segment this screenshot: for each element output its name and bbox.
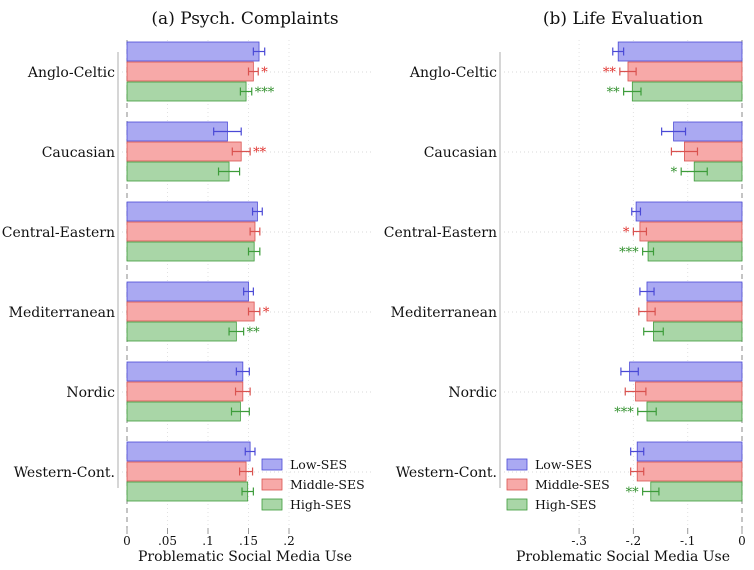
legend-label-middle-ses: Middle-SES	[290, 477, 365, 492]
bar-middle-ses-anglo-celtic	[126, 61, 254, 82]
significance-stars: *	[623, 226, 630, 241]
category-label-nordic: Nordic	[66, 385, 115, 401]
bar-low-ses-nordic	[126, 361, 244, 382]
bar-middle-ses-central-eastern	[126, 221, 256, 242]
bar-middle-ses-caucasian	[126, 141, 242, 162]
category-label-anglo-celtic: Anglo-Celtic	[27, 65, 115, 81]
bar-high-ses-caucasian	[126, 161, 230, 182]
significance-stars: **	[607, 86, 621, 101]
bar-high-ses-western-cont	[126, 481, 249, 502]
bar-middle-ses-nordic	[126, 381, 244, 402]
category-label-central-eastern: Central-Eastern	[2, 225, 115, 241]
bar-high-ses-anglo-celtic	[126, 81, 247, 102]
legend-label-low-ses: Low-SES	[290, 457, 347, 472]
legend-label-low-ses: Low-SES	[535, 457, 592, 472]
category-label-western-cont: Western-Cont.	[14, 465, 115, 481]
bar-middle-ses-western-cont	[636, 461, 743, 482]
legend-label-high-ses: High-SES	[535, 497, 596, 512]
bar-high-ses-nordic	[646, 401, 743, 422]
bar-middle-ses-central-eastern	[639, 221, 743, 242]
legend-swatch-middle-ses	[261, 478, 283, 491]
significance-stars: *	[263, 306, 270, 321]
x-tick-label: -.2	[626, 534, 642, 548]
bar-middle-ses-mediterranean	[126, 301, 255, 322]
significance-stars: **	[626, 486, 640, 501]
category-label-caucasian: Caucasian	[42, 145, 115, 161]
bar-low-ses-western-cont	[126, 441, 251, 462]
significance-stars: ***	[255, 86, 275, 101]
legend-swatch-middle-ses	[506, 478, 528, 491]
bar-high-ses-central-eastern	[126, 241, 255, 262]
bar-high-ses-central-eastern	[647, 241, 743, 262]
category-label-caucasian: Caucasian	[424, 145, 497, 161]
legend-label-high-ses: High-SES	[290, 497, 351, 512]
x-tick-label: 0	[123, 534, 131, 548]
significance-stars: *	[261, 66, 268, 81]
x-tick-label: .05	[158, 534, 177, 548]
significance-stars: **	[603, 66, 617, 81]
x-tick-label: 0	[738, 534, 746, 548]
legend-label-middle-ses: Middle-SES	[535, 477, 610, 492]
x-tick-label: .2	[283, 534, 294, 548]
category-label-anglo-celtic: Anglo-Celtic	[409, 65, 497, 81]
category-label-western-cont: Western-Cont.	[396, 465, 497, 481]
bar-low-ses-anglo-celtic	[126, 41, 260, 62]
bar-high-ses-mediterranean	[653, 321, 743, 342]
legend-swatch-high-ses	[261, 498, 283, 511]
panel-b-title: (b) Life Evaluation	[543, 9, 703, 29]
significance-stars: *	[671, 166, 678, 181]
legend-swatch-low-ses	[506, 458, 528, 471]
legend-swatch-low-ses	[261, 458, 283, 471]
panel-a-xlabel: Problematic Social Media Use	[138, 549, 352, 565]
bar-low-ses-central-eastern	[126, 201, 258, 222]
bar-low-ses-caucasian	[126, 121, 228, 142]
legend-swatch-high-ses	[506, 498, 528, 511]
bar-low-ses-anglo-celtic	[617, 41, 743, 62]
panel-a-title: (a) Psych. Complaints	[151, 9, 338, 29]
bar-high-ses-western-cont	[650, 481, 743, 502]
bar-low-ses-mediterranean	[126, 281, 249, 302]
significance-stars: **	[253, 146, 267, 161]
bar-high-ses-anglo-celtic	[631, 81, 743, 102]
panel-b-xlabel: Problematic Social Media Use	[516, 549, 730, 565]
x-tick-label: .15	[239, 534, 258, 548]
bar-low-ses-western-cont	[636, 441, 743, 462]
bar-low-ses-mediterranean	[646, 281, 743, 302]
category-label-central-eastern: Central-Eastern	[384, 225, 497, 241]
category-label-nordic: Nordic	[448, 385, 497, 401]
x-tick-label: .1	[202, 534, 213, 548]
bar-middle-ses-western-cont	[126, 461, 247, 482]
category-label-mediterranean: Mediterranean	[9, 305, 115, 321]
bar-low-ses-central-eastern	[635, 201, 743, 222]
bar-high-ses-mediterranean	[126, 321, 237, 342]
x-tick-label: -.1	[680, 534, 696, 548]
bar-middle-ses-mediterranean	[646, 301, 743, 322]
bar-low-ses-nordic	[629, 361, 743, 382]
panel-psych-complaints: (a) Psych. Complaints Problematic Social…	[2, 9, 372, 565]
category-label-mediterranean: Mediterranean	[391, 305, 497, 321]
significance-stars: ***	[614, 406, 634, 421]
x-tick-label: -.3	[571, 534, 587, 548]
bar-middle-ses-nordic	[635, 381, 743, 402]
significance-stars: **	[247, 326, 261, 341]
bar-high-ses-nordic	[126, 401, 241, 422]
bar-middle-ses-anglo-celtic	[627, 61, 743, 82]
panel-life-evaluation: (b) Life Evaluation Problematic Social M…	[384, 9, 746, 565]
significance-stars: ***	[619, 246, 639, 261]
